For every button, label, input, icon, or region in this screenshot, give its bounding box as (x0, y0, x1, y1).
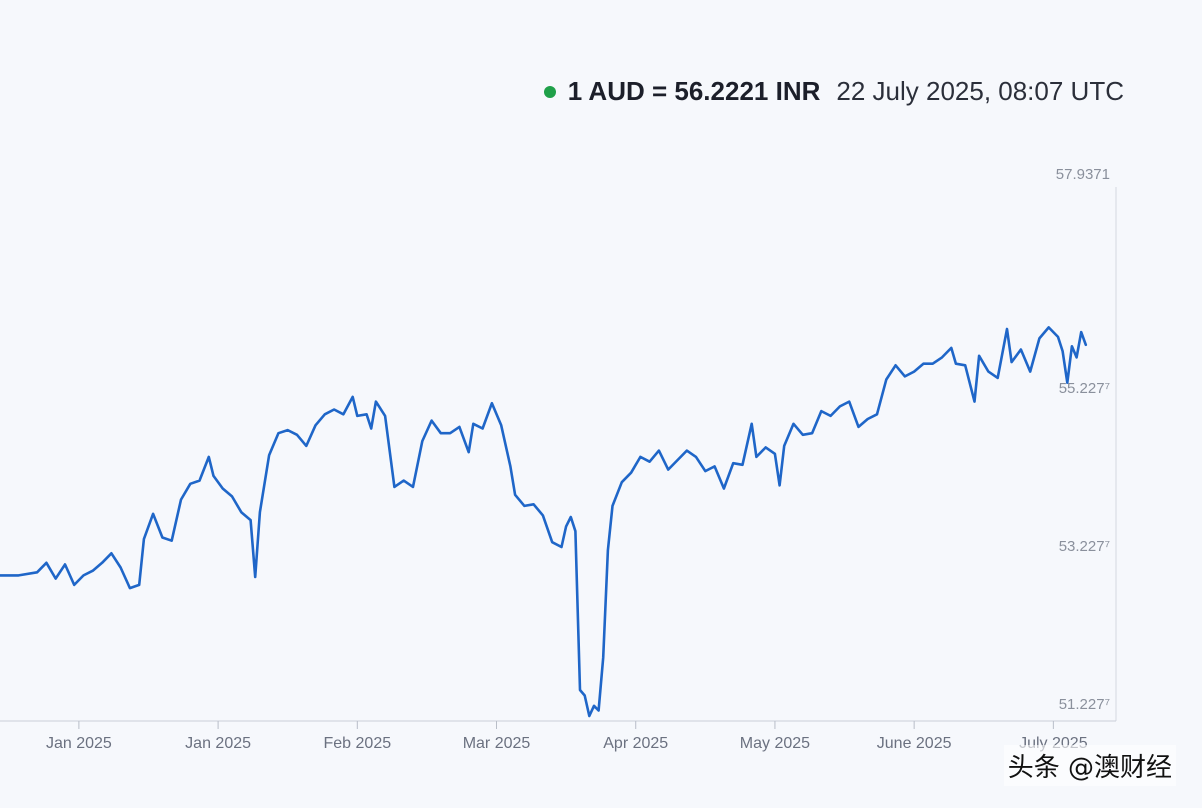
watermark: 头条 @澳财经 (1003, 745, 1176, 786)
x-tick-label: Feb 2025 (324, 735, 392, 752)
rate-header: 1 AUD = 56.2221 INR 22 July 2025, 08:07 … (543, 76, 1124, 107)
x-tick-label: Mar 2025 (463, 735, 531, 752)
x-tick-label: May 2025 (740, 735, 810, 752)
x-tick-label: June 2025 (877, 735, 952, 752)
series-line (0, 326, 1088, 718)
y-tick-label: 51.227⁷ (1059, 696, 1110, 713)
x-tick-label: Jan 2025 (46, 735, 112, 752)
x-tick-label: Apr 2025 (603, 735, 668, 752)
x-tick-label: Jan 2025 (185, 735, 251, 752)
y-tick-label: 53.227⁷ (1059, 538, 1110, 555)
rate-value: 1 AUD = 56.2221 INR (567, 76, 821, 106)
rate-timestamp: 22 July 2025, 08:07 UTC (836, 76, 1124, 106)
y-tick-label: 55.227⁷ (1059, 380, 1110, 397)
y-tick-label: 57.9371 (1056, 166, 1110, 183)
status-dot (543, 85, 556, 98)
